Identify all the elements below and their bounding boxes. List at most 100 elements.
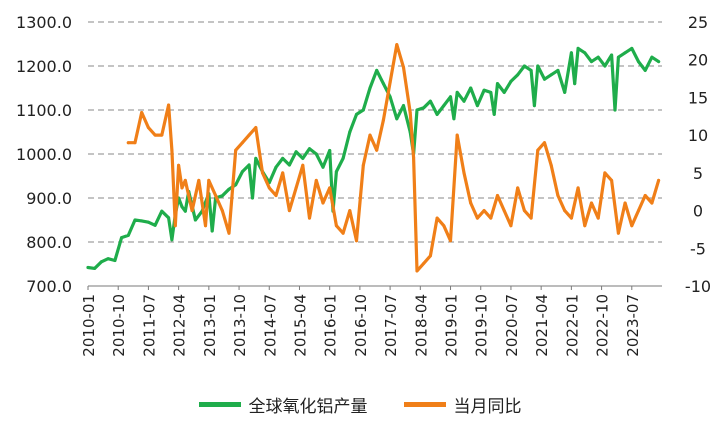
series-lines — [86, 42, 661, 273]
series-1-point — [153, 133, 157, 137]
series-0-point — [563, 90, 567, 94]
x-axis-tick-label: 2016-01 — [322, 294, 340, 357]
series-1-point — [214, 194, 218, 197]
series-1-point — [395, 43, 399, 47]
right-axis-ticks: -10 -5 0 5 10 15 20 25 — [685, 13, 711, 296]
series-1-point — [590, 201, 593, 205]
series-1-point — [267, 186, 271, 190]
series-1-point — [308, 216, 311, 220]
series-1-point — [348, 209, 352, 213]
series-1-point — [247, 133, 251, 137]
x-axis-tick-label: 2019-01 — [443, 294, 461, 357]
series-0-point — [643, 68, 647, 72]
series-1-point — [328, 186, 332, 190]
series-0-point — [469, 86, 473, 90]
series-0-point — [428, 99, 432, 103]
x-axis-tick-label: 2011-07 — [140, 294, 158, 357]
legend-item-yoy: 当月同比 — [403, 392, 522, 417]
series-1-point — [190, 209, 194, 213]
series-0-point — [402, 104, 405, 108]
x-axis-tick-label: 2022-01 — [563, 294, 581, 357]
series-0-point — [99, 260, 103, 264]
series-1-point — [522, 209, 526, 213]
series-1-point — [146, 126, 150, 130]
legend-item-production: 全球氧化铝产量 — [198, 392, 368, 417]
series-0-point — [475, 104, 479, 108]
x-axis-ticks: 2010-01 2010-10 2011-07 2012-04 2013-01 2013-… — [80, 286, 642, 357]
series-0-point — [220, 194, 224, 198]
series-1-point — [402, 65, 405, 69]
series-1-point — [294, 186, 298, 190]
x-axis-tick-label: 2013-01 — [201, 294, 219, 357]
series-1-point — [408, 111, 412, 114]
series-0-point — [193, 218, 197, 222]
series-1-point — [630, 224, 634, 228]
series-0-point — [247, 163, 251, 167]
series-0-point — [86, 266, 90, 269]
series-1-point — [569, 216, 573, 220]
series-1-point — [177, 163, 181, 167]
series-0-point — [532, 104, 536, 108]
series-0-point — [549, 73, 553, 77]
series-0-point — [153, 223, 157, 227]
series-1-point — [650, 201, 654, 205]
x-axis-tick-label: 2013-10 — [231, 294, 249, 357]
series-0-point — [167, 216, 171, 220]
legend-label-production: 全球氧化铝产量 — [248, 396, 368, 417]
series-1-point — [274, 194, 278, 197]
series-0-point — [301, 156, 305, 160]
series-0-point — [126, 233, 130, 237]
series-1-point — [576, 186, 580, 190]
series-0-point — [287, 163, 291, 167]
series-1-point — [643, 194, 647, 197]
series-1-point — [381, 118, 385, 122]
series-0-point — [140, 219, 144, 223]
series-1-point — [183, 178, 187, 182]
series-0-point — [341, 156, 345, 160]
left-axis-tick-label: 1300.0 — [16, 13, 72, 32]
x-axis-tick-label: 2010-10 — [110, 294, 128, 357]
series-1-point — [234, 148, 238, 152]
series-0-point — [180, 205, 184, 209]
series-1-point — [583, 224, 587, 228]
series-0-point — [543, 77, 546, 81]
series-1-point — [220, 209, 224, 213]
series-0-point — [314, 152, 318, 156]
series-1-point — [254, 126, 258, 130]
series-0-point — [452, 117, 456, 121]
series-0-point — [502, 90, 506, 94]
series-0-point — [254, 156, 258, 160]
series-0-point — [133, 218, 137, 222]
series-0-point — [146, 220, 150, 224]
series-0-point — [361, 108, 365, 112]
series-0-point — [120, 236, 124, 240]
series-1-point — [637, 209, 640, 213]
series-1-point — [361, 163, 365, 167]
series-0-point — [610, 53, 614, 57]
series-line-1 — [126, 42, 661, 273]
series-1-point — [180, 186, 184, 190]
series-1-point — [428, 254, 432, 258]
legend-label-yoy: 当月同比 — [453, 396, 522, 417]
x-axis-tick-label: 2018-04 — [412, 294, 430, 357]
left-axis-tick-label: 900.0 — [26, 189, 72, 208]
right-axis-tick-label: 20 — [688, 51, 708, 70]
series-1-point — [536, 148, 540, 152]
right-axis-tick-label: -10 — [685, 277, 711, 296]
series-0-point — [522, 64, 526, 68]
series-1-point — [388, 80, 392, 84]
series-1-point — [502, 209, 506, 213]
series-0-point — [482, 88, 486, 92]
series-1-point — [140, 111, 144, 114]
series-1-point — [204, 224, 207, 228]
series-0-point — [637, 60, 640, 64]
series-0-point — [616, 55, 620, 59]
x-axis-tick-label: 2023-07 — [624, 294, 642, 357]
series-1-point — [334, 224, 338, 228]
left-axis-tick-label: 1200.0 — [16, 57, 72, 76]
legend: 全球氧化铝产量 当月同比 — [0, 386, 720, 422]
series-0-point — [106, 257, 110, 261]
series-1-point — [509, 224, 513, 228]
series-0-point — [355, 112, 358, 116]
series-0-point — [381, 82, 385, 86]
